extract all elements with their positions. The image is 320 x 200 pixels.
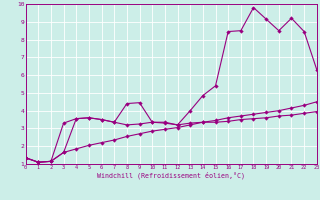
- X-axis label: Windchill (Refroidissement éolien,°C): Windchill (Refroidissement éolien,°C): [97, 172, 245, 179]
